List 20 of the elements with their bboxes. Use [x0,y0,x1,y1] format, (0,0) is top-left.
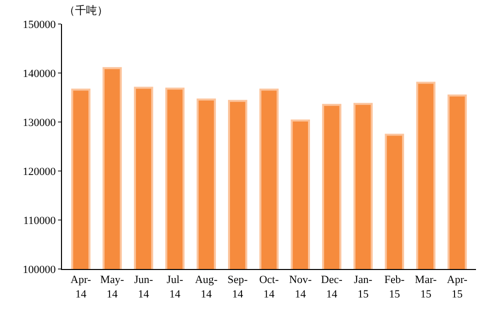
x-tick-label: Jul-14 [166,274,184,300]
x-tick-label: Oct-14 [259,274,280,300]
y-axis-title: （千吨） [64,4,108,17]
x-tick-label: Apr-15 [446,274,468,300]
x-tick-label: May-14 [100,274,124,300]
x-tick-label: Dec-14 [321,274,343,300]
x-tick-label: Apr-14 [70,274,92,300]
x-tick-label: Jan-15 [354,274,373,300]
x-tick-label: Mar-15 [414,274,438,300]
y-tick-label: 120000 [22,166,56,178]
y-tick-label: 110000 [23,214,56,227]
y-tick-label: 150000 [22,18,56,31]
x-tick-label: Nov-14 [289,274,312,300]
x-tick-label: Jun-14 [134,274,154,300]
y-tick-label: 130000 [22,116,56,129]
y-tick-label: 140000 [22,68,56,80]
x-tick-label: Sep-14 [228,274,248,300]
x-tick-label: Feb-15 [384,274,405,300]
y-tick-label: 100000 [22,264,56,276]
x-tick-label: Aug-14 [194,274,218,300]
